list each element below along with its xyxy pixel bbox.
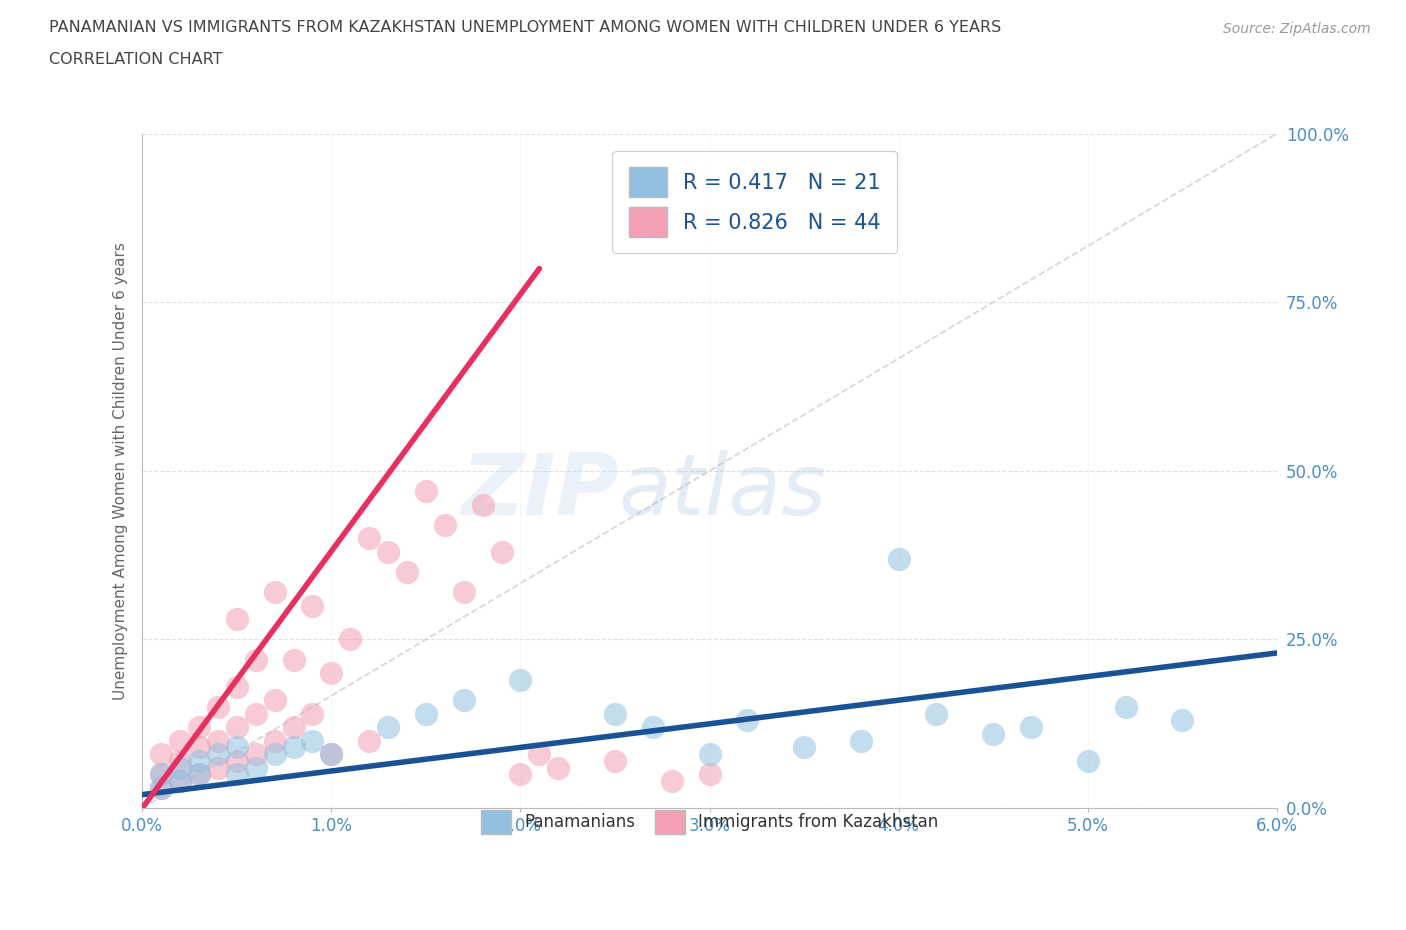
Y-axis label: Unemployment Among Women with Children Under 6 years: Unemployment Among Women with Children U… [114, 242, 128, 699]
Point [150, 767, 173, 782]
Point [453, 693, 475, 708]
Point [150, 767, 173, 782]
Point [301, 733, 323, 748]
Point [301, 598, 323, 613]
Point [207, 733, 229, 748]
Text: atlas: atlas [619, 449, 827, 533]
Point [981, 726, 1004, 741]
Text: CORRELATION CHART: CORRELATION CHART [49, 52, 222, 67]
Text: ZIP: ZIP [461, 449, 619, 533]
Point [415, 484, 437, 498]
Point [207, 747, 229, 762]
Point [321, 747, 343, 762]
Point [925, 706, 948, 721]
Point [188, 767, 211, 782]
Point [188, 740, 211, 755]
Point [377, 544, 399, 559]
Point [471, 498, 494, 512]
Point [225, 612, 247, 627]
Point [188, 720, 211, 735]
Point [225, 679, 247, 694]
Point [263, 733, 285, 748]
Point [207, 760, 229, 775]
Point [283, 652, 305, 667]
Point [263, 585, 285, 600]
Point [150, 747, 173, 762]
Point [169, 733, 191, 748]
Point [1115, 699, 1137, 714]
Point [321, 747, 343, 762]
Point [359, 733, 381, 748]
Point [188, 753, 211, 768]
Point [547, 760, 569, 775]
Point [509, 767, 531, 782]
Point [1077, 753, 1099, 768]
Point [245, 652, 267, 667]
Point [491, 544, 513, 559]
Text: Source: ZipAtlas.com: Source: ZipAtlas.com [1223, 22, 1371, 36]
Point [225, 767, 247, 782]
Point [529, 747, 551, 762]
Point [245, 760, 267, 775]
Point [433, 517, 456, 532]
Point [283, 740, 305, 755]
Point [887, 551, 910, 566]
Point [150, 780, 173, 795]
Point [359, 531, 381, 546]
Point [321, 666, 343, 681]
Point [849, 733, 872, 748]
Point [263, 747, 285, 762]
Point [415, 706, 437, 721]
Point [699, 767, 721, 782]
Point [150, 780, 173, 795]
Point [225, 740, 247, 755]
Text: PANAMANIAN VS IMMIGRANTS FROM KAZAKHSTAN UNEMPLOYMENT AMONG WOMEN WITH CHILDREN : PANAMANIAN VS IMMIGRANTS FROM KAZAKHSTAN… [49, 20, 1001, 35]
Point [188, 767, 211, 782]
Point [699, 747, 721, 762]
Point [263, 693, 285, 708]
Point [737, 713, 759, 728]
Point [453, 585, 475, 600]
Point [509, 672, 531, 687]
Point [301, 706, 323, 721]
Point [603, 706, 626, 721]
Point [169, 760, 191, 775]
Point [603, 753, 626, 768]
Point [641, 720, 664, 735]
Point [395, 565, 418, 579]
Point [169, 774, 191, 789]
Point [225, 753, 247, 768]
Point [169, 753, 191, 768]
Legend: Panamanians, Immigrants from Kazakhstan: Panamanians, Immigrants from Kazakhstan [467, 797, 952, 847]
Point [1019, 720, 1042, 735]
Point [339, 632, 361, 647]
Point [245, 706, 267, 721]
Point [377, 720, 399, 735]
Point [283, 720, 305, 735]
Point [225, 720, 247, 735]
Point [169, 774, 191, 789]
Point [793, 740, 815, 755]
Point [207, 699, 229, 714]
Point [1171, 713, 1194, 728]
Point [661, 774, 683, 789]
Point [245, 747, 267, 762]
